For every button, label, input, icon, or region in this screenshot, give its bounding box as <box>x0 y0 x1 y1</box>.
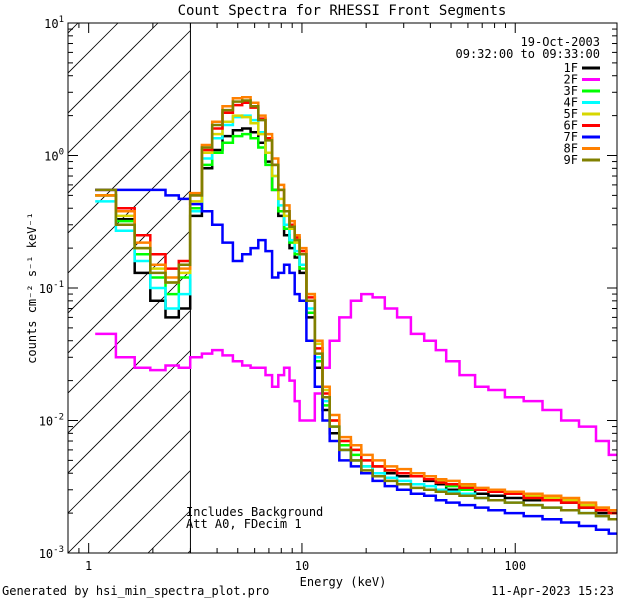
series-9F <box>95 99 617 521</box>
legend-label-1F: 1F <box>564 61 578 75</box>
annotation-background: Includes Background <box>186 505 323 519</box>
legend-label-8F: 8F <box>564 142 578 156</box>
series-7F <box>95 188 617 535</box>
legend-label-5F: 5F <box>564 107 578 121</box>
legend-label-9F: 9F <box>564 153 578 167</box>
series-6F <box>95 101 617 515</box>
y-tick-label: 101 <box>44 15 64 31</box>
hatch-line <box>68 23 199 154</box>
time-range-label: 09:32:00 to 09:33:00 <box>456 47 601 61</box>
chart-title: Count Spectra for RHESSI Front Segments <box>178 3 507 19</box>
legend-label-3F: 3F <box>564 84 578 98</box>
legend-label-2F: 2F <box>564 73 578 87</box>
legend-label-6F: 6F <box>564 119 578 133</box>
footer-generated-by: Generated by hsi_min_spectra_plot.pro <box>2 584 269 598</box>
y-axis-label: counts cm⁻² s⁻¹ keV⁻¹ <box>25 212 39 364</box>
hatched-region <box>68 23 617 553</box>
legend-label-7F: 7F <box>564 130 578 144</box>
series-8F <box>95 96 617 512</box>
y-tick-label: 100 <box>44 148 64 164</box>
hatch-line <box>68 23 239 194</box>
annotation-attenuator: Att A0, FDecim 1 <box>186 517 302 531</box>
y-tick-label: 10-1 <box>39 280 64 296</box>
date-label: 19-Oct-2003 <box>521 35 600 49</box>
x-tick-label: 1 <box>85 559 92 573</box>
x-tick-label: 100 <box>504 559 526 573</box>
legend-label-4F: 4F <box>564 96 578 110</box>
hatch-line <box>68 23 159 114</box>
hatch-mask <box>190 23 617 553</box>
footer-timestamp: 11-Apr-2023 15:23 <box>491 584 614 598</box>
x-tick-label: 10 <box>295 559 309 573</box>
y-tick-label: 10-2 <box>39 413 64 429</box>
x-axis-label: Energy (keV) <box>300 575 387 589</box>
y-tick-label: 10-3 <box>39 545 64 561</box>
hatch-line <box>68 23 279 234</box>
